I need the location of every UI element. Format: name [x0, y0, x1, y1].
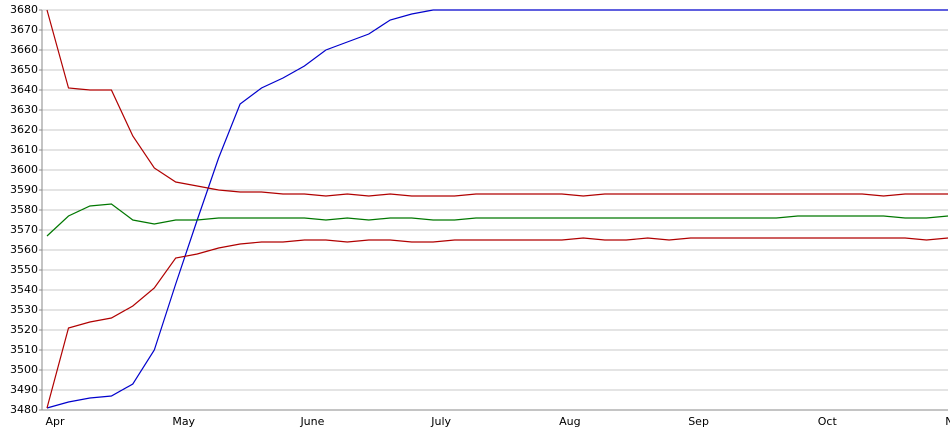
- y-tick-label: 3510: [10, 343, 38, 356]
- y-tick-label: 3550: [10, 263, 38, 276]
- y-tick-label: 3680: [10, 3, 38, 16]
- y-tick-label: 3540: [10, 283, 38, 296]
- y-tick-label: 3580: [10, 203, 38, 216]
- y-tick-label: 3620: [10, 123, 38, 136]
- y-tick-label: 3520: [10, 323, 38, 336]
- y-tick-label: 3500: [10, 363, 38, 376]
- y-tick-label: 3570: [10, 223, 38, 236]
- x-tick-label: June: [299, 415, 324, 428]
- x-tick-label: Aug: [559, 415, 580, 428]
- series-line: [46, 9, 948, 197]
- x-tick-label: Apr: [45, 415, 65, 428]
- y-tick-label: 3480: [10, 403, 38, 416]
- x-tick-label: Sep: [688, 415, 709, 428]
- y-tick-label: 3490: [10, 383, 38, 396]
- y-tick-label: 3530: [10, 303, 38, 316]
- y-tick-label: 3560: [10, 243, 38, 256]
- y-tick-label: 3660: [10, 43, 38, 56]
- y-tick-label: 3610: [10, 143, 38, 156]
- y-tick-label: 3650: [10, 63, 38, 76]
- series-line: [46, 237, 949, 409]
- x-tick-label: Oct: [818, 415, 838, 428]
- y-tick-label: 3600: [10, 163, 38, 176]
- y-tick-label: 3670: [10, 23, 38, 36]
- y-tick-label: 3630: [10, 103, 38, 116]
- y-tick-label: 3590: [10, 183, 38, 196]
- series-line: [46, 203, 949, 237]
- x-tick-label: Nov: [945, 415, 950, 428]
- x-tick-label: July: [430, 415, 451, 428]
- y-tick-label: 3640: [10, 83, 38, 96]
- x-tick-label: May: [172, 415, 195, 428]
